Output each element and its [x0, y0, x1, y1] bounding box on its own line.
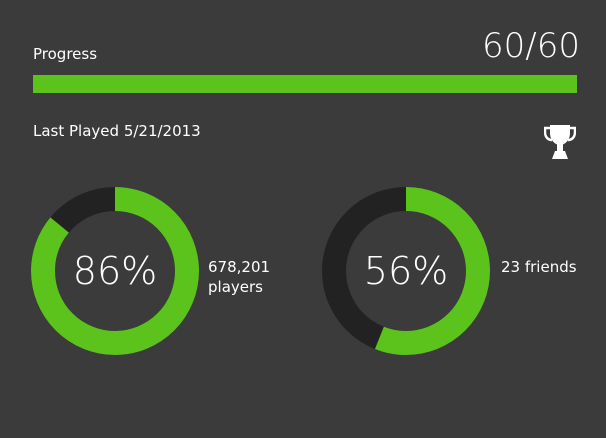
friends-completion-ring: 56%	[322, 187, 490, 355]
progress-count: 60/60	[482, 26, 580, 66]
friends-count-label: 23 friends	[501, 258, 577, 276]
players-count: 678,201 players	[208, 257, 270, 297]
global-completion-percent: 86%	[72, 249, 158, 293]
friends-completion-percent: 56%	[363, 249, 449, 293]
players-count-label: players	[208, 278, 263, 296]
global-completion-ring: 86%	[31, 187, 199, 355]
global-completion-arc	[31, 187, 199, 355]
progress-bar-fill	[33, 75, 577, 93]
progress-bar	[33, 75, 577, 93]
edge-arrow-icon: ›	[0, 246, 1, 266]
last-played-date: Last Played 5/21/2013	[33, 122, 201, 140]
friends-count: 23 friends	[501, 257, 577, 277]
friends-completion-arc	[322, 187, 490, 355]
trophy-icon[interactable]	[543, 123, 577, 161]
progress-label: Progress	[33, 45, 98, 63]
players-count-number: 678,201	[208, 258, 271, 276]
